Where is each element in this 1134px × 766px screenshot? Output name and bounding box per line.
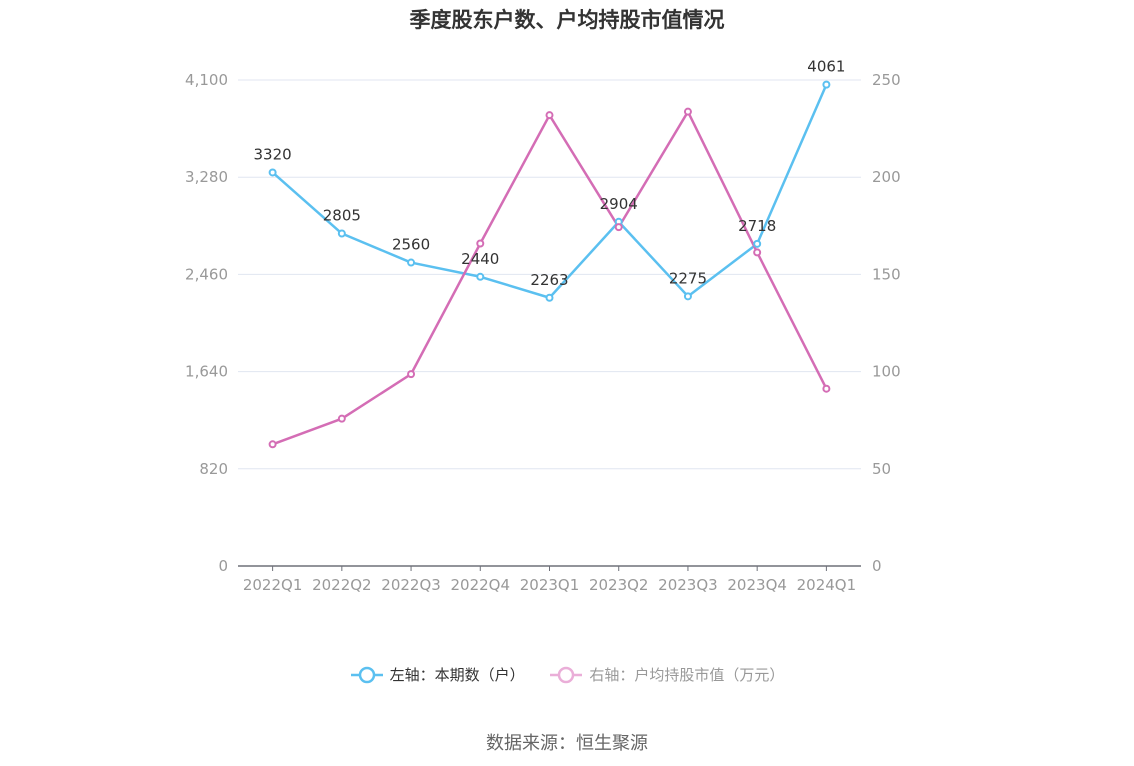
- x-tick-label: 2022Q3: [381, 576, 441, 594]
- gridlines: [238, 79, 861, 470]
- x-tick-label: 2023Q3: [658, 576, 718, 594]
- series-0-point[interactable]: [822, 80, 831, 89]
- x-tick-label: 2024Q1: [797, 576, 857, 594]
- y-right-tick-label: 0: [872, 557, 882, 575]
- data-labels: 3320 2805 2560 2440 2263 2904 2275 2718 4061: [254, 58, 846, 289]
- y-right-tick-label: 50: [872, 460, 891, 478]
- series-1-point[interactable]: [614, 223, 623, 232]
- data-label: 2718: [738, 217, 776, 235]
- legend-households-icon: [350, 666, 383, 683]
- data-label: 2263: [530, 271, 568, 289]
- y-left-tick-label: 0: [218, 557, 228, 575]
- series-1-point[interactable]: [407, 370, 416, 379]
- source-note: 数据来源：恒生聚源: [486, 733, 648, 754]
- series-1-point[interactable]: [753, 248, 762, 257]
- x-tick-label: 2022Q2: [312, 576, 372, 594]
- legend-item-avg-value[interactable]: 右轴：户均持股市值（万元）: [549, 664, 784, 685]
- series-1-point[interactable]: [268, 440, 277, 449]
- data-label: 2560: [392, 236, 430, 254]
- series-0-point[interactable]: [753, 239, 762, 248]
- data-label: 2440: [461, 250, 499, 268]
- y-left-tick-label: 3,280: [185, 168, 228, 186]
- data-label: 4061: [807, 58, 845, 76]
- series-0-point[interactable]: [545, 293, 554, 302]
- legend-item-households[interactable]: 左轴：本期数（户）: [350, 664, 525, 685]
- series-0-point[interactable]: [268, 168, 277, 177]
- legend-avg-value-label: 右轴：户均持股市值（万元）: [589, 666, 785, 684]
- y-right-tick-label: 150: [872, 265, 901, 283]
- axes: 0 0 820 50 1,640 100 2,460 150 3,280 200 4,100 250 2…: [185, 71, 901, 594]
- chart-plot: 0 0 820 50 1,640 100 2,460 150 3,280 200 4,100 250 2…: [185, 58, 901, 594]
- x-tick-label: 2022Q1: [243, 576, 303, 594]
- series-0-point[interactable]: [476, 272, 485, 281]
- data-label: 2805: [323, 207, 361, 225]
- legend: 左轴：本期数（户） 右轴：户均持股市值（万元）: [0, 664, 1134, 689]
- data-label: 2904: [600, 195, 638, 213]
- series-0-point[interactable]: [683, 292, 692, 301]
- x-tick-label: 2023Q1: [520, 576, 580, 594]
- data-label: 3320: [254, 145, 292, 163]
- series-1-point[interactable]: [683, 107, 692, 116]
- y-right-tick-label: 200: [872, 168, 901, 186]
- series-0-point[interactable]: [337, 229, 346, 238]
- series: [268, 80, 831, 449]
- y-left-tick-label: 820: [199, 460, 228, 478]
- x-tick-label: 2023Q2: [589, 576, 649, 594]
- series-0-point[interactable]: [407, 258, 416, 267]
- legend-households-label: 左轴：本期数（户）: [389, 666, 525, 684]
- series-1-point[interactable]: [337, 414, 346, 423]
- y-right-tick-label: 100: [872, 363, 901, 381]
- y-right-tick-label: 250: [872, 71, 901, 89]
- y-left-tick-label: 1,640: [185, 363, 228, 381]
- series-1-point[interactable]: [545, 111, 554, 120]
- legend-avg-value-icon: [550, 666, 583, 683]
- series-1-point[interactable]: [822, 384, 831, 393]
- data-label: 2275: [669, 269, 707, 287]
- series-1-point[interactable]: [476, 239, 485, 248]
- x-tick-label: 2023Q4: [727, 576, 787, 594]
- y-left-tick-label: 4,100: [185, 71, 228, 89]
- x-tick-label: 2022Q4: [451, 576, 511, 594]
- y-left-tick-label: 2,460: [185, 265, 228, 283]
- chart-title: 季度股东户数、户均持股市值情况: [409, 8, 725, 32]
